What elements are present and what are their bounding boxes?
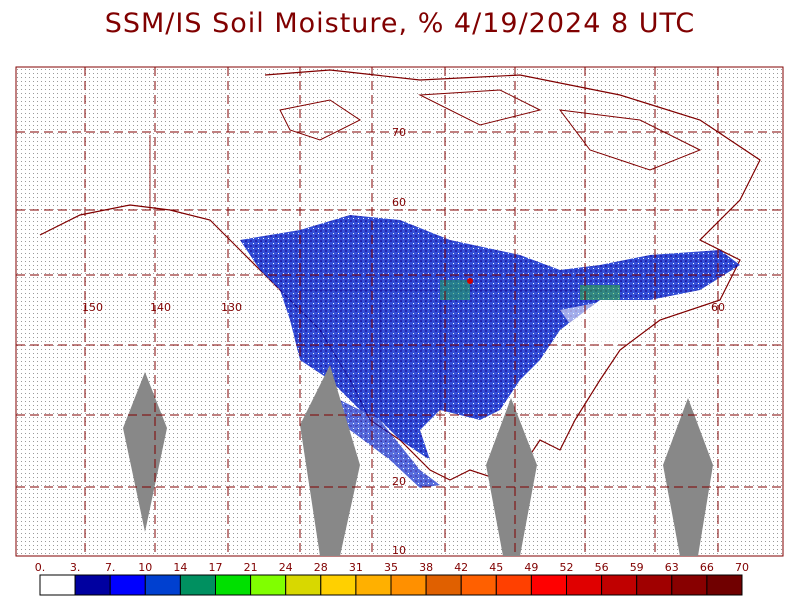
graticule: [16, 67, 783, 556]
data-patch: [440, 280, 470, 300]
colorbar-swatch: [39, 574, 76, 596]
colorbar-swatch: [601, 574, 638, 596]
soil-moisture-data: [240, 215, 740, 488]
longitude-label: 140: [150, 301, 171, 314]
colorbar-label: 42: [454, 561, 468, 574]
latitude-label: 70: [392, 126, 406, 139]
colorbar-swatch: [74, 574, 111, 596]
colorbar-label: 3.: [70, 561, 81, 574]
longitude-label: 150: [82, 301, 103, 314]
colorbar-swatch: [109, 574, 146, 596]
data-patch: [467, 278, 473, 284]
data-patch: [580, 285, 620, 300]
colorbar-label: 38: [419, 561, 433, 574]
colorbar-swatch: [320, 574, 357, 596]
colorbar-swatch: [390, 574, 427, 596]
colorbar-label: 21: [244, 561, 258, 574]
colorbar-label: 45: [489, 561, 503, 574]
colorbar-label: 35: [384, 561, 398, 574]
colorbar-swatch: [215, 574, 252, 596]
colorbar-label: 17: [209, 561, 223, 574]
longitude-label: 60: [711, 301, 725, 314]
swath-gap: [123, 372, 167, 532]
colorbar-label: 0.: [35, 561, 46, 574]
colorbar-swatch: [425, 574, 462, 596]
longitude-label: 130: [221, 301, 242, 314]
colorbar-swatch: [495, 574, 532, 596]
colorbar-label: 49: [524, 561, 538, 574]
colorbar-swatch: [706, 574, 743, 596]
colorbar-swatch: [566, 574, 603, 596]
colorbar-swatch: [671, 574, 708, 596]
latitude-label: 20: [392, 475, 406, 488]
colorbar-label: 59: [630, 561, 644, 574]
swath-gap: [300, 365, 360, 556]
swath-gaps: [123, 365, 713, 556]
colorbar-swatch: [250, 574, 287, 596]
colorbar-label: 7.: [105, 561, 116, 574]
colorbar-label: 70: [735, 561, 749, 574]
colorbar-swatch: [179, 574, 216, 596]
colorbar-swatch: [460, 574, 497, 596]
colorbar-label: 14: [173, 561, 187, 574]
latitude-label: 10: [392, 544, 406, 557]
colorbar-label: 10: [138, 561, 152, 574]
colorbar-swatch: [636, 574, 673, 596]
colorbar: 0. 3. 7. 10 14 17 21 24 28 31 35 38 42 45 49 52 56 59 63 66…: [35, 561, 749, 596]
swath-gap: [663, 398, 713, 556]
colorbar-swatch: [355, 574, 392, 596]
colorbar-label: 52: [560, 561, 574, 574]
data-region: [330, 395, 440, 488]
latitude-label: 60: [392, 196, 406, 209]
colorbar-swatch: [285, 574, 322, 596]
data-region: [240, 215, 740, 460]
swath-gap: [486, 398, 537, 556]
colorbar-label: 56: [595, 561, 609, 574]
colorbar-label: 31: [349, 561, 363, 574]
map-area: 70 60 20 10 150 140 130 60: [15, 66, 784, 557]
colorbar-label: 28: [314, 561, 328, 574]
title: SSM/IS Soil Moisture, % 4/19/2024 8 UTC: [105, 8, 696, 39]
colorbar-swatch: [530, 574, 568, 596]
colorbar-swatch: [144, 574, 181, 596]
colorbar-label: 66: [700, 561, 714, 574]
colorbar-label: 24: [279, 561, 293, 574]
colorbar-label: 63: [665, 561, 679, 574]
